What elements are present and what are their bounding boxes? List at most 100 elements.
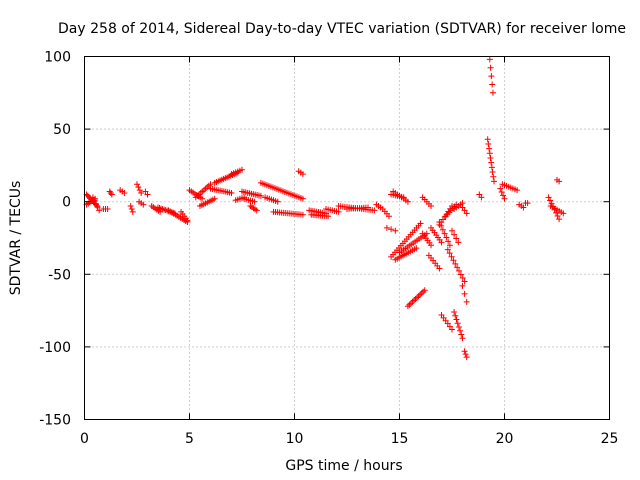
data-point: [108, 191, 115, 198]
data-point: [457, 327, 464, 334]
data-point: [107, 189, 114, 196]
data-point: [456, 267, 462, 274]
y-tick-label: 50: [53, 122, 71, 138]
data-point: [407, 300, 414, 307]
data-point: [404, 198, 411, 205]
data-point: [251, 198, 258, 205]
chart-title: Day 258 of 2014, Sidereal Day-to-day VTE…: [58, 21, 626, 37]
data-point: [96, 207, 103, 214]
data-point: [501, 195, 508, 202]
data-point: [556, 216, 563, 223]
data-point: [487, 154, 494, 161]
grid-lines: [84, 56, 610, 420]
data-point: [93, 200, 100, 207]
data-point: [454, 264, 461, 271]
data-point: [497, 185, 504, 192]
data-point: [335, 208, 342, 215]
data-point: [455, 323, 462, 330]
data-point: [547, 197, 554, 204]
data-point: [452, 312, 459, 319]
data-point: [228, 189, 235, 196]
data-point: [421, 287, 428, 294]
data-point: [461, 290, 468, 297]
data-point: [524, 200, 531, 207]
data-point: [461, 278, 468, 285]
data-point: [449, 326, 455, 333]
data-point: [463, 298, 470, 305]
axis-ticks: [84, 56, 610, 420]
data-point: [463, 354, 470, 361]
data-point: [413, 245, 420, 252]
data-point: [488, 164, 495, 171]
data-point: [560, 210, 567, 217]
data-point: [459, 335, 466, 342]
data-point: [459, 282, 466, 289]
data-point: [438, 239, 445, 246]
data-point: [417, 220, 424, 227]
data-point: [450, 257, 457, 264]
data-point: [415, 293, 422, 300]
data-point: [91, 197, 98, 204]
data-point: [392, 227, 399, 234]
data-point: [138, 189, 145, 196]
data-point: [445, 238, 452, 245]
data-point: [461, 348, 468, 355]
data-point: [414, 294, 421, 301]
x-tick-label: 10: [286, 431, 304, 447]
data-point: [446, 250, 453, 257]
y-tick-label: -50: [48, 267, 71, 283]
data-point: [520, 204, 527, 211]
data-point: [453, 235, 460, 242]
data-point: [428, 203, 434, 210]
data-point: [257, 192, 264, 199]
data-point: [420, 288, 427, 295]
data-point: [129, 208, 136, 215]
data-point: [299, 171, 306, 178]
data-point: [486, 150, 493, 157]
data-point: [128, 205, 135, 212]
y-tick-label: -150: [39, 413, 71, 429]
x-tick-label: 0: [80, 431, 89, 447]
data-point: [488, 73, 495, 80]
data-point: [156, 205, 163, 212]
data-point: [386, 213, 392, 220]
data-points: [83, 56, 567, 361]
data-point: [486, 56, 493, 63]
data-point: [441, 230, 448, 237]
data-point: [459, 275, 466, 282]
data-point: [457, 271, 464, 278]
data-point: [444, 246, 451, 253]
data-point: [451, 231, 458, 238]
data-point: [439, 226, 446, 233]
data-point: [446, 242, 453, 249]
data-point: [418, 290, 425, 297]
x-tick-label: 15: [391, 431, 409, 447]
data-point: [462, 351, 469, 358]
data-point: [388, 226, 395, 233]
data-point: [417, 291, 424, 298]
data-point: [489, 81, 496, 88]
data-point: [299, 211, 306, 218]
data-point: [500, 192, 507, 199]
y-tick-label: 100: [44, 50, 71, 66]
data-point: [491, 178, 497, 185]
data-point: [253, 207, 260, 214]
data-point: [140, 201, 147, 208]
data-point: [121, 189, 128, 196]
y-tick-label: -100: [39, 340, 71, 356]
data-point: [211, 195, 218, 202]
data-point: [554, 213, 561, 220]
data-point: [453, 316, 460, 323]
x-tick-labels: 0 5 10 15 20 25: [80, 431, 618, 447]
data-point: [455, 239, 462, 246]
data-point: [489, 169, 496, 176]
data-point: [478, 194, 485, 201]
data-point: [184, 217, 191, 224]
data-point: [136, 187, 143, 194]
x-tick-label: 25: [601, 431, 619, 447]
data-point: [371, 207, 378, 214]
data-point: [134, 181, 140, 188]
data-point: [94, 204, 101, 211]
data-point: [463, 210, 470, 217]
